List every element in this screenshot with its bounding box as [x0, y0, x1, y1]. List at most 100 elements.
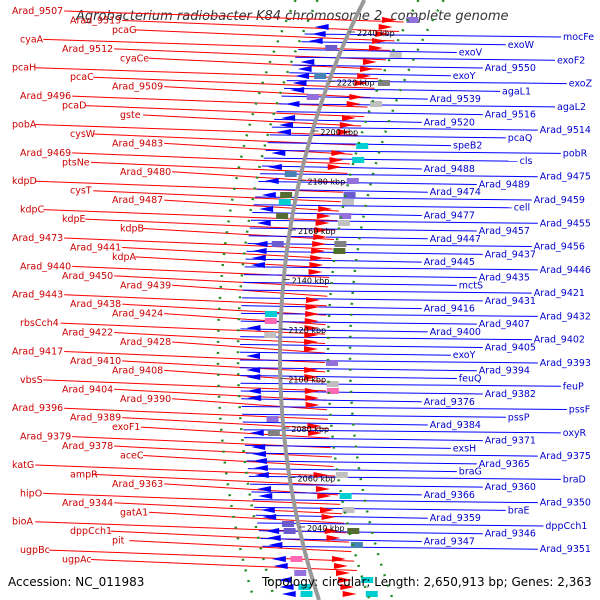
- gene-label-left: Arad_9443: [12, 290, 63, 301]
- label-leader-left: [43, 379, 326, 392]
- label-leader-right: [304, 33, 562, 38]
- gene-label-right: pssF: [569, 405, 590, 416]
- gene-label-left: Arad_9439: [120, 280, 171, 291]
- gene-label-right: Arad_9365: [479, 459, 530, 470]
- gene-label-right: pobR: [563, 148, 588, 159]
- gene-label-right: exoV: [459, 48, 483, 59]
- label-leader-left: [164, 86, 371, 99]
- label-leader-right: [240, 343, 483, 348]
- annotation-block: [282, 521, 295, 527]
- gene-label-left: vbsS: [20, 375, 43, 386]
- gene-label-left: ugpBc: [20, 545, 50, 556]
- label-leader-right: [263, 157, 518, 162]
- annotation-block: [278, 199, 291, 205]
- label-leader-right: [251, 491, 422, 496]
- forward-gene: [308, 269, 323, 275]
- gene-label-right: Arad_9455: [540, 218, 591, 229]
- forward-gene: [305, 395, 320, 401]
- label-leader-right: [251, 219, 538, 224]
- gene-label-right: pcaQ: [508, 133, 533, 144]
- gene-label-right: Arad_9421: [534, 288, 585, 299]
- annotation-block: [389, 52, 402, 58]
- reverse-gene: [249, 430, 264, 436]
- forward-gene: [324, 528, 339, 534]
- label-leader-right: [246, 460, 477, 465]
- annotation-block: [333, 248, 346, 254]
- label-leader-left: [43, 209, 338, 222]
- gene-label-right: Arad_9394: [479, 366, 530, 377]
- label-leader-right: [260, 173, 538, 178]
- reverse-gene: [261, 192, 276, 198]
- gene-label-left: cyaCe: [120, 53, 149, 64]
- label-leader-right: [283, 87, 501, 92]
- gene-label-right: agaL2: [557, 102, 586, 113]
- label-leader-right: [243, 281, 457, 286]
- label-leader-left: [172, 398, 328, 411]
- forward-gene: [318, 206, 333, 212]
- annotation-block: [356, 143, 369, 149]
- forward-gene: [342, 591, 357, 597]
- label-leader-left: [35, 464, 335, 477]
- label-leader-left: [110, 530, 349, 543]
- label-leader-left: [122, 303, 327, 316]
- reverse-gene: [267, 164, 282, 170]
- gene-label-left: Arad_9379: [20, 432, 71, 443]
- reverse-gene: [246, 325, 261, 331]
- label-leader-right: [274, 118, 422, 123]
- kbp-tick-label: 2040 kbp: [307, 524, 345, 533]
- gene-label-left: pcaH: [12, 63, 36, 74]
- reverse-gene: [246, 353, 261, 359]
- label-leader-right: [295, 56, 556, 61]
- gene-label-left: Arad_9404: [62, 384, 113, 395]
- reverse-gene: [276, 129, 291, 135]
- label-leader-right: [246, 250, 483, 255]
- forward-gene: [337, 129, 352, 135]
- forward-gene: [313, 234, 328, 240]
- label-leader-right: [250, 483, 483, 488]
- label-leader-right: [248, 475, 561, 480]
- gene-label-right: oxyR: [563, 428, 587, 439]
- gene-label-right: Arad_9446: [540, 265, 591, 276]
- annotation-block: [300, 591, 313, 597]
- reverse-gene: [314, 24, 329, 30]
- annotation-block: [264, 332, 277, 338]
- gene-label-right: Arad_9489: [479, 179, 530, 190]
- gene-label-right: Arad_9488: [424, 164, 475, 175]
- guide-dots: [348, 0, 445, 600]
- gene-label-left: Arad_9441: [70, 242, 121, 253]
- label-leader-right: [240, 328, 428, 333]
- label-leader-right: [254, 506, 506, 511]
- gene-label-left: Arad_9378: [62, 441, 113, 452]
- gene-label-right: exoW: [508, 40, 535, 51]
- label-leader-left: [129, 540, 352, 553]
- gene-label-right: Arad_9366: [424, 490, 475, 501]
- gene-label-left: kdpE: [62, 214, 86, 225]
- gene-label-left: pcaC: [70, 72, 94, 83]
- annotation-block: [267, 430, 280, 436]
- gene-label-right: Arad_9474: [430, 187, 481, 198]
- label-leader-left: [114, 388, 327, 401]
- label-leader-right: [265, 149, 561, 154]
- gene-label-right: Arad_9382: [485, 389, 536, 400]
- annotation-block: [406, 17, 419, 23]
- gene-label-right: Arad_9437: [485, 249, 536, 260]
- gene-label-right: Arad_9514: [540, 125, 591, 136]
- gene-label-right: agaL1: [502, 86, 531, 97]
- label-leader-right: [243, 274, 477, 279]
- reverse-gene: [311, 31, 326, 37]
- label-leader-right: [276, 111, 483, 116]
- gene-label-left: gste: [120, 110, 141, 121]
- annotation-block: [365, 591, 378, 597]
- gene-label-left: Arad_9496: [20, 91, 71, 102]
- forward-gene: [309, 262, 324, 268]
- gene-label-right: dppCch1: [545, 521, 587, 532]
- forward-gene: [307, 423, 322, 429]
- gene-label-right: feuP: [563, 381, 584, 392]
- label-leader-left: [114, 502, 343, 515]
- annotation-block: [280, 192, 293, 198]
- label-leader-left: [114, 332, 326, 345]
- gene-label-right: Arad_9516: [485, 110, 536, 121]
- forward-gene: [382, 17, 397, 23]
- gene-label-left: pcaG: [112, 25, 136, 36]
- reverse-gene: [256, 220, 271, 226]
